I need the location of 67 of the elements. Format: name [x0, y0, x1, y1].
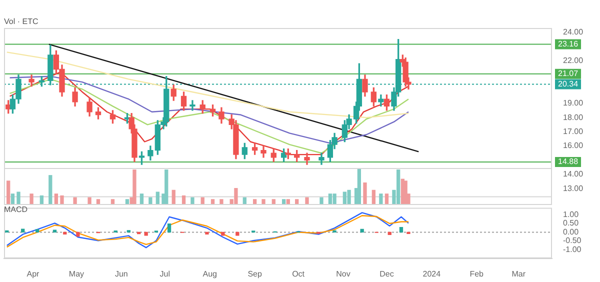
x-tick-label: Dec — [380, 269, 394, 278]
x-tick-label: Aug — [202, 269, 217, 278]
x-tick-label: Sep — [248, 269, 262, 278]
y-tick-label: 13.00 — [563, 184, 584, 193]
x-tick-label: Jun — [114, 269, 128, 278]
bar — [132, 170, 136, 205]
y-tick-label: -0.50 — [563, 236, 582, 246]
x-tick-label: Feb — [470, 269, 484, 278]
y-tick-label: 14.00 — [563, 170, 584, 179]
bar — [36, 229, 40, 233]
x-tick-label: May — [68, 269, 84, 278]
bar — [6, 180, 10, 205]
y-tick-label: 24.00 — [563, 27, 584, 36]
bar — [63, 232, 67, 234]
y-tick-label: 16.00 — [563, 141, 584, 150]
x-tick-label: Mar — [512, 269, 526, 278]
bar — [234, 188, 238, 205]
bar — [126, 230, 131, 233]
bar — [48, 175, 52, 205]
bar — [342, 192, 347, 205]
bar — [332, 230, 336, 233]
ref-line-label: 23.16 — [558, 39, 579, 48]
bar — [347, 190, 351, 205]
y-tick-label: 17.00 — [563, 127, 584, 136]
bar — [220, 199, 224, 205]
bar — [30, 194, 34, 205]
candlestick — [190, 100, 196, 111]
bar — [363, 182, 367, 205]
ref-line-label: 14.88 — [558, 157, 579, 166]
chart-title: Vol · ETC — [4, 17, 38, 26]
y-tick-label: 19.00 — [563, 98, 584, 108]
bar — [60, 195, 64, 205]
ref-line-label: 20.34 — [558, 80, 579, 89]
bar — [357, 168, 362, 205]
bar — [360, 228, 364, 233]
bar — [144, 232, 148, 236]
bar — [167, 224, 172, 233]
x-tick-label: Oct — [292, 269, 306, 278]
chart-title: MACD — [4, 205, 28, 214]
x-tick-label: Apr — [26, 269, 40, 278]
bar — [388, 232, 392, 235]
bar — [88, 197, 92, 205]
y-tick-label: 0.50 — [563, 218, 580, 228]
y-tick-label: -1.00 — [563, 244, 582, 254]
y-tick-label: 1.00 — [563, 210, 580, 219]
x-tick-label: Jul — [160, 269, 170, 278]
bar — [73, 197, 77, 205]
bar — [379, 194, 383, 205]
bar — [156, 192, 160, 205]
bar — [190, 197, 194, 205]
bar — [164, 170, 168, 205]
bar — [320, 197, 324, 205]
bar — [76, 232, 80, 237]
bar — [16, 192, 20, 205]
bar — [262, 199, 266, 205]
y-tick-label: 22.00 — [563, 56, 584, 65]
y-tick-label: 18.00 — [563, 112, 584, 122]
bar — [332, 194, 336, 205]
x-tick-label: Nov — [336, 269, 350, 278]
bar — [404, 180, 408, 205]
x-tick-label: 2024 — [422, 269, 442, 278]
bar — [399, 227, 404, 233]
bar — [305, 197, 309, 205]
bar — [148, 197, 152, 205]
ref-line-label: 21.07 — [558, 69, 579, 78]
y-tick-label: 0.00 — [563, 227, 580, 236]
bar — [205, 232, 209, 234]
